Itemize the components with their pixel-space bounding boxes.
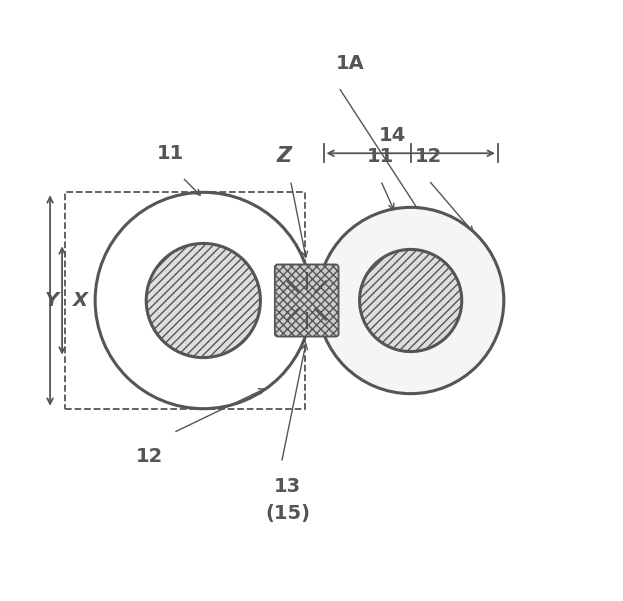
FancyBboxPatch shape — [275, 264, 338, 337]
Text: 13: 13 — [274, 477, 301, 496]
Text: Y: Y — [45, 291, 59, 310]
Text: 12: 12 — [415, 147, 442, 166]
Text: 1A: 1A — [336, 53, 365, 73]
Circle shape — [146, 243, 260, 358]
Text: 14: 14 — [379, 126, 406, 145]
Text: 11: 11 — [367, 147, 394, 166]
Text: 12: 12 — [136, 447, 163, 466]
Text: 11: 11 — [156, 144, 184, 163]
Bar — [65, 192, 305, 409]
Circle shape — [359, 249, 462, 352]
Text: X: X — [73, 291, 88, 310]
Text: (15): (15) — [265, 504, 310, 523]
Circle shape — [318, 207, 504, 394]
Text: Z: Z — [277, 146, 292, 166]
